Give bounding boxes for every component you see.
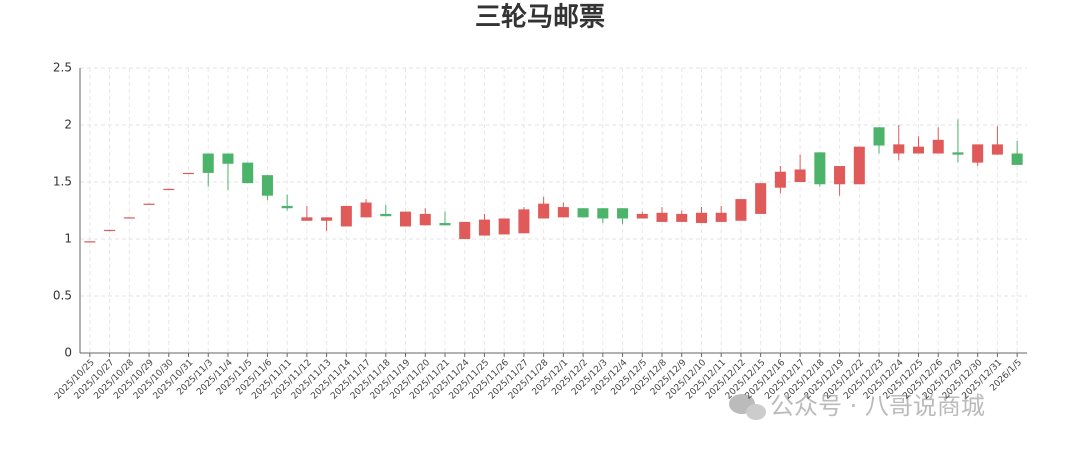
candle-body — [774, 171, 786, 188]
candle-body — [617, 208, 629, 219]
y-tick-label: 0 — [64, 346, 72, 360]
candle-body — [340, 205, 352, 227]
candle-body — [478, 219, 490, 236]
candle-body — [301, 217, 313, 221]
y-tick-label: 2 — [64, 118, 72, 132]
watermark: 公众号 · 八哥说商城 — [770, 392, 985, 420]
candle-body — [656, 212, 668, 222]
candle-body — [143, 203, 155, 205]
candle-body — [834, 166, 846, 185]
candle-body — [853, 146, 865, 185]
candle-body — [281, 205, 293, 209]
candle-body — [814, 152, 826, 185]
candle-body — [1011, 153, 1023, 165]
candle-body — [636, 213, 648, 219]
candle-body — [873, 127, 885, 146]
candle-body — [518, 209, 530, 234]
candle-body — [321, 217, 333, 221]
watermark-icon — [729, 394, 766, 420]
candle-body — [695, 212, 707, 224]
candle-body — [794, 169, 806, 182]
y-tick-label: 2.5 — [53, 61, 72, 75]
candle-body — [557, 207, 569, 218]
candle-body — [163, 188, 175, 191]
candle-body — [952, 152, 964, 155]
candle-body — [991, 144, 1003, 155]
candle-body — [912, 146, 925, 154]
candle-body — [84, 241, 96, 243]
candle-body — [439, 223, 451, 226]
candle-body — [715, 212, 727, 222]
candle-body — [676, 213, 688, 222]
candle-body — [538, 203, 550, 219]
candle-body — [104, 229, 116, 232]
candle-body — [182, 172, 195, 175]
candle-body — [380, 213, 392, 217]
candle-body — [932, 139, 944, 154]
y-tick-label: 1.5 — [53, 175, 72, 189]
candle-body — [419, 213, 431, 226]
candle-body — [242, 162, 254, 184]
candle-body — [360, 202, 372, 218]
y-tick-label: 1 — [64, 232, 72, 246]
candle-body — [972, 144, 984, 163]
candle-body — [597, 208, 609, 219]
candle-body — [123, 217, 135, 219]
candle-body — [202, 153, 214, 173]
candle-body — [755, 183, 767, 214]
candle-body — [261, 175, 273, 196]
candle-body — [893, 144, 905, 154]
chart-title: 三轮马邮票 — [475, 3, 605, 33]
candle-body — [735, 199, 747, 221]
candle-body — [400, 211, 412, 227]
y-tick-label: 0.5 — [53, 289, 72, 303]
candle-body — [498, 218, 510, 235]
candle-body — [459, 221, 471, 239]
candle-body — [222, 153, 234, 164]
candle-body — [577, 208, 589, 218]
